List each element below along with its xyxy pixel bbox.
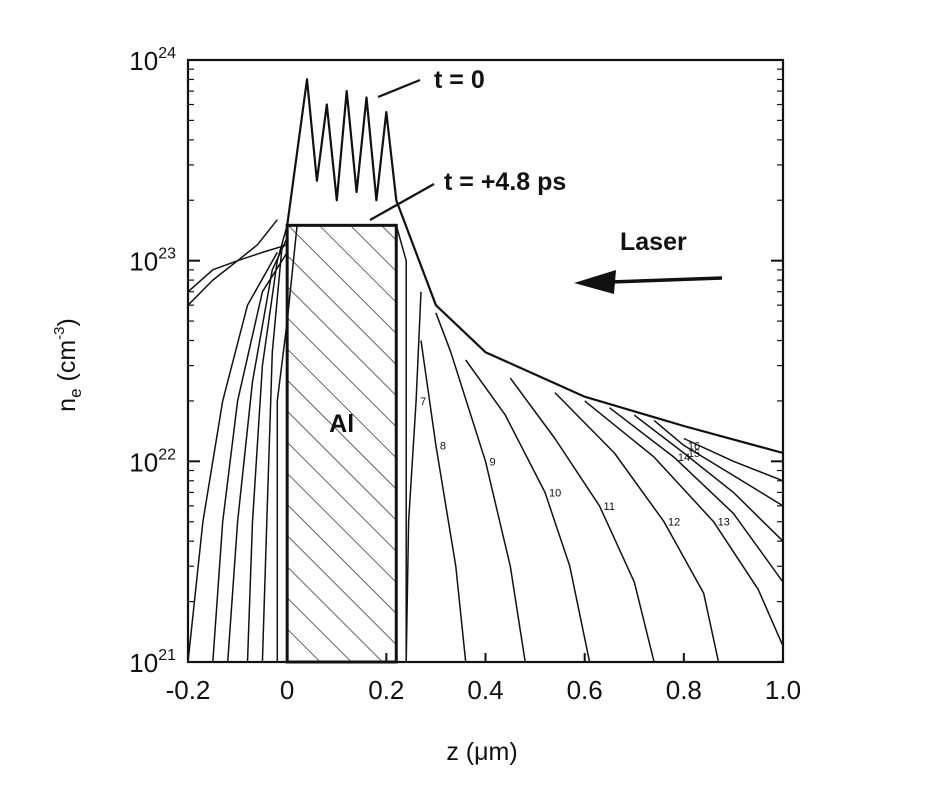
curve-label: 14 (678, 452, 690, 464)
y-tick-label: 1022 (129, 446, 176, 477)
y-tick-label: 1024 (129, 45, 176, 76)
density-curves (188, 78, 783, 662)
x-tick-label: 0.6 (567, 675, 603, 705)
curve-label: 16 (688, 440, 700, 452)
density-curve (609, 407, 783, 583)
density-curve (584, 400, 783, 647)
curve-label: 8 (440, 440, 446, 452)
x-tick-label: 0.2 (368, 675, 404, 705)
density-curve (276, 224, 407, 662)
x-tick-label: 0.4 (467, 675, 503, 705)
density-curve (188, 252, 278, 662)
density-curve (261, 244, 283, 662)
annotation-t0: t = 0 (434, 66, 485, 94)
curve-label: 9 (490, 456, 496, 468)
y-tick-label: 1023 (129, 246, 176, 277)
x-axis-title: z (μm) (446, 738, 517, 766)
density-curve (286, 78, 783, 455)
y-axis-ticks: 1021 1022 1023 1024 (129, 45, 783, 678)
t0-pointer (377, 78, 421, 99)
density-curve (653, 419, 783, 507)
density-curve (509, 377, 655, 662)
target-label-al: Al (329, 410, 354, 438)
x-tick-label: -0.2 (166, 675, 211, 705)
density-curve (554, 392, 720, 662)
density-curve (465, 359, 591, 662)
t48-pointer (369, 183, 435, 221)
annotation-laser: Laser (620, 228, 687, 256)
curve-label: 10 (549, 487, 561, 499)
density-curve (683, 437, 783, 482)
density-curve (633, 414, 783, 542)
density-curve (188, 219, 278, 306)
x-tick-label: 1.0 (765, 675, 801, 705)
curve-label: 7 (420, 396, 426, 408)
curve-label: 13 (718, 517, 730, 529)
y-tick-label: 1021 (129, 647, 176, 678)
y-axis-title: ne (cm-3) (51, 318, 85, 412)
aluminum-target-region (285, 223, 398, 664)
density-curve (405, 291, 422, 662)
density-curve (246, 225, 288, 662)
density-curve (435, 312, 526, 662)
laser-arrow-icon (574, 270, 723, 294)
density-curve (420, 340, 467, 662)
x-axis-ticks: -0.2 0 0.2 0.4 0.6 0.8 1.0 (166, 653, 801, 705)
curve-label: 15 (688, 448, 700, 460)
curve-label: 11 (604, 501, 615, 513)
x-tick-label: 0 (280, 675, 294, 705)
x-tick-label: 0.8 (666, 675, 702, 705)
curve-label: 12 (668, 517, 680, 529)
annotation-t48: t = +4.8 ps (444, 168, 566, 196)
